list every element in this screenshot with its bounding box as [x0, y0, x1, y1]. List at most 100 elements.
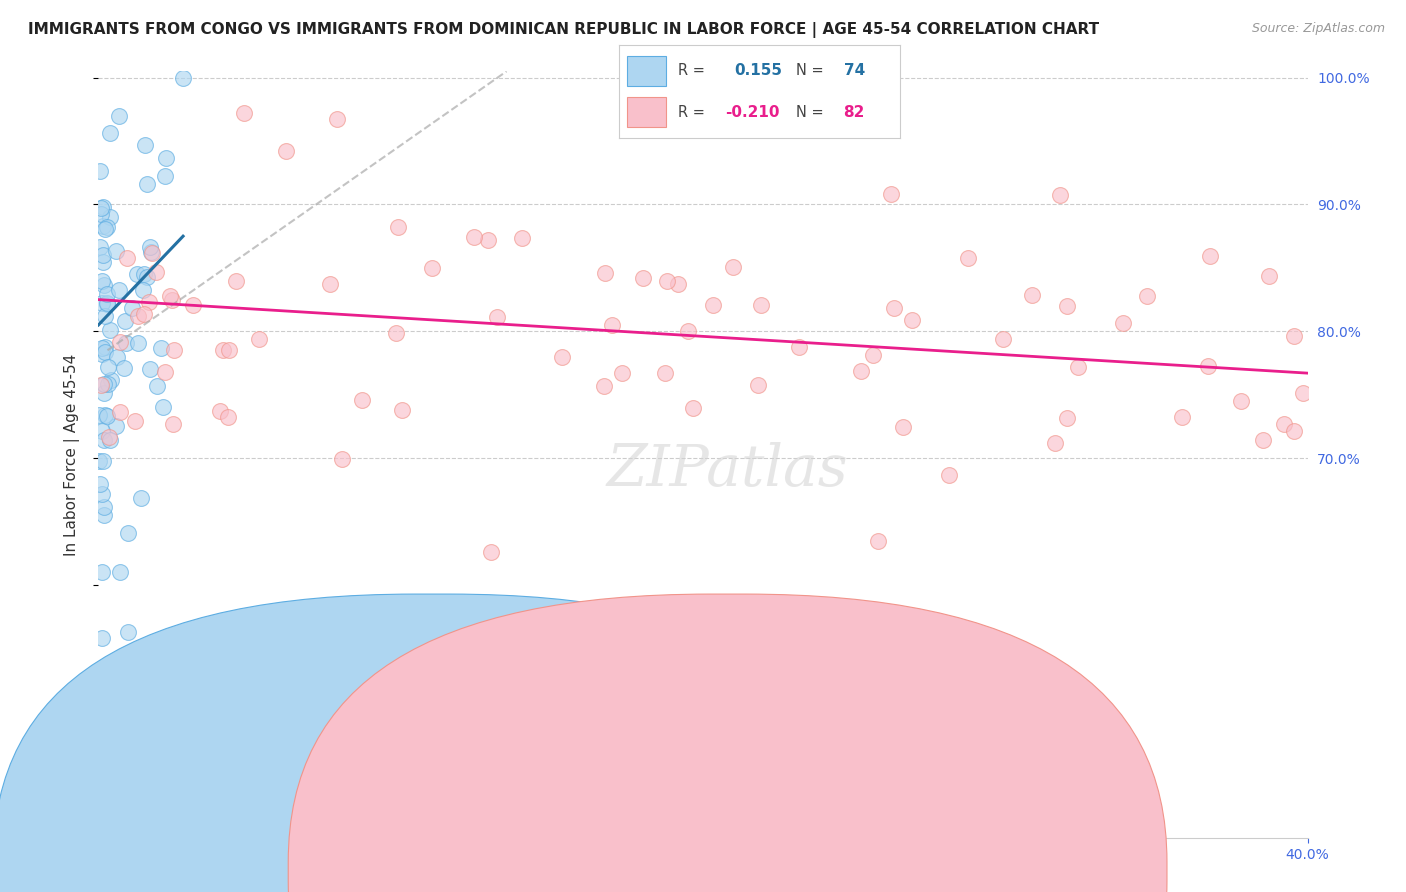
Point: [90, 378, 112, 392]
Point: [138, 295, 160, 310]
Point: [247, 332, 270, 346]
Y-axis label: In Labor Force | Age 45-54: In Labor Force | Age 45-54: [63, 354, 80, 556]
Point: [93, 508, 115, 523]
Text: 0.155: 0.155: [734, 63, 782, 78]
Text: 74: 74: [844, 63, 865, 78]
Point: [181, 298, 204, 312]
Text: Source: ZipAtlas.com: Source: ZipAtlas.com: [1251, 22, 1385, 36]
Point: [94, 221, 117, 235]
Point: [1021, 287, 1043, 301]
Point: [117, 526, 139, 541]
Point: [152, 400, 174, 414]
Point: [1056, 299, 1078, 313]
Point: [93, 277, 115, 292]
Text: IMMIGRANTS FROM CONGO VS IMMIGRANTS FROM DOMINICAN REPUBLIC IN LABOR FORCE | AGE: IMMIGRANTS FROM CONGO VS IMMIGRANTS FROM…: [28, 22, 1099, 38]
Point: [211, 343, 233, 357]
Point: [135, 269, 157, 284]
Point: [91, 219, 114, 234]
Point: [1274, 417, 1296, 431]
Point: [1067, 360, 1090, 375]
Point: [93, 500, 115, 514]
Bar: [627, 56, 666, 86]
Point: [97, 429, 120, 443]
Point: [108, 405, 131, 419]
Point: [891, 420, 914, 434]
Point: [139, 239, 162, 253]
Point: [94, 408, 117, 422]
Point: [1112, 316, 1135, 330]
Point: [93, 345, 115, 359]
Point: [163, 343, 186, 358]
Point: [463, 229, 485, 244]
Point: [90, 342, 112, 356]
Point: [600, 318, 623, 333]
Point: [1197, 359, 1219, 373]
Point: [481, 545, 503, 559]
Point: [93, 254, 115, 268]
Point: [1284, 329, 1306, 343]
Point: [93, 802, 115, 816]
Point: [112, 360, 135, 375]
Point: [274, 145, 297, 159]
Point: [172, 70, 194, 85]
Point: [1282, 424, 1305, 438]
Point: [136, 177, 159, 191]
Point: [593, 266, 616, 280]
Point: [96, 297, 118, 311]
Point: [104, 419, 127, 434]
Point: [141, 246, 163, 260]
Bar: [627, 97, 666, 127]
Point: [956, 252, 979, 266]
Point: [217, 410, 239, 425]
Point: [1043, 436, 1066, 450]
Point: [218, 343, 240, 357]
Point: [114, 314, 136, 328]
Point: [127, 310, 149, 324]
Point: [145, 265, 167, 279]
Point: [89, 476, 111, 491]
Point: [91, 200, 114, 214]
Point: [1253, 434, 1275, 448]
Text: -0.210: -0.210: [725, 104, 780, 120]
Point: [97, 360, 120, 375]
Point: [108, 565, 131, 579]
Point: [117, 624, 139, 639]
Point: [787, 340, 810, 354]
Point: [91, 347, 114, 361]
Point: [93, 248, 115, 262]
Point: [146, 378, 169, 392]
Point: [129, 491, 152, 506]
Point: [385, 326, 408, 341]
Point: [96, 376, 118, 391]
Point: [155, 151, 177, 165]
Point: [862, 348, 884, 362]
Point: [676, 324, 699, 338]
Point: [125, 267, 148, 281]
Point: [150, 341, 173, 355]
Point: [98, 127, 121, 141]
Point: [1056, 410, 1078, 425]
Point: [1136, 289, 1159, 303]
Point: [91, 631, 114, 645]
Point: [132, 307, 155, 321]
Point: [879, 187, 901, 202]
Text: N =: N =: [796, 104, 828, 120]
Point: [105, 350, 128, 364]
Point: [610, 366, 633, 380]
Point: [209, 404, 232, 418]
Point: [121, 712, 143, 726]
Point: [225, 274, 247, 288]
Point: [108, 335, 131, 350]
Point: [107, 109, 129, 123]
Point: [851, 364, 873, 378]
Point: [592, 379, 614, 393]
Point: [115, 252, 138, 266]
Point: [420, 260, 443, 275]
Point: [96, 295, 118, 310]
Point: [96, 286, 118, 301]
Point: [387, 219, 409, 234]
Point: [319, 277, 342, 291]
Point: [90, 274, 112, 288]
Point: [139, 245, 162, 260]
Point: [868, 533, 890, 548]
